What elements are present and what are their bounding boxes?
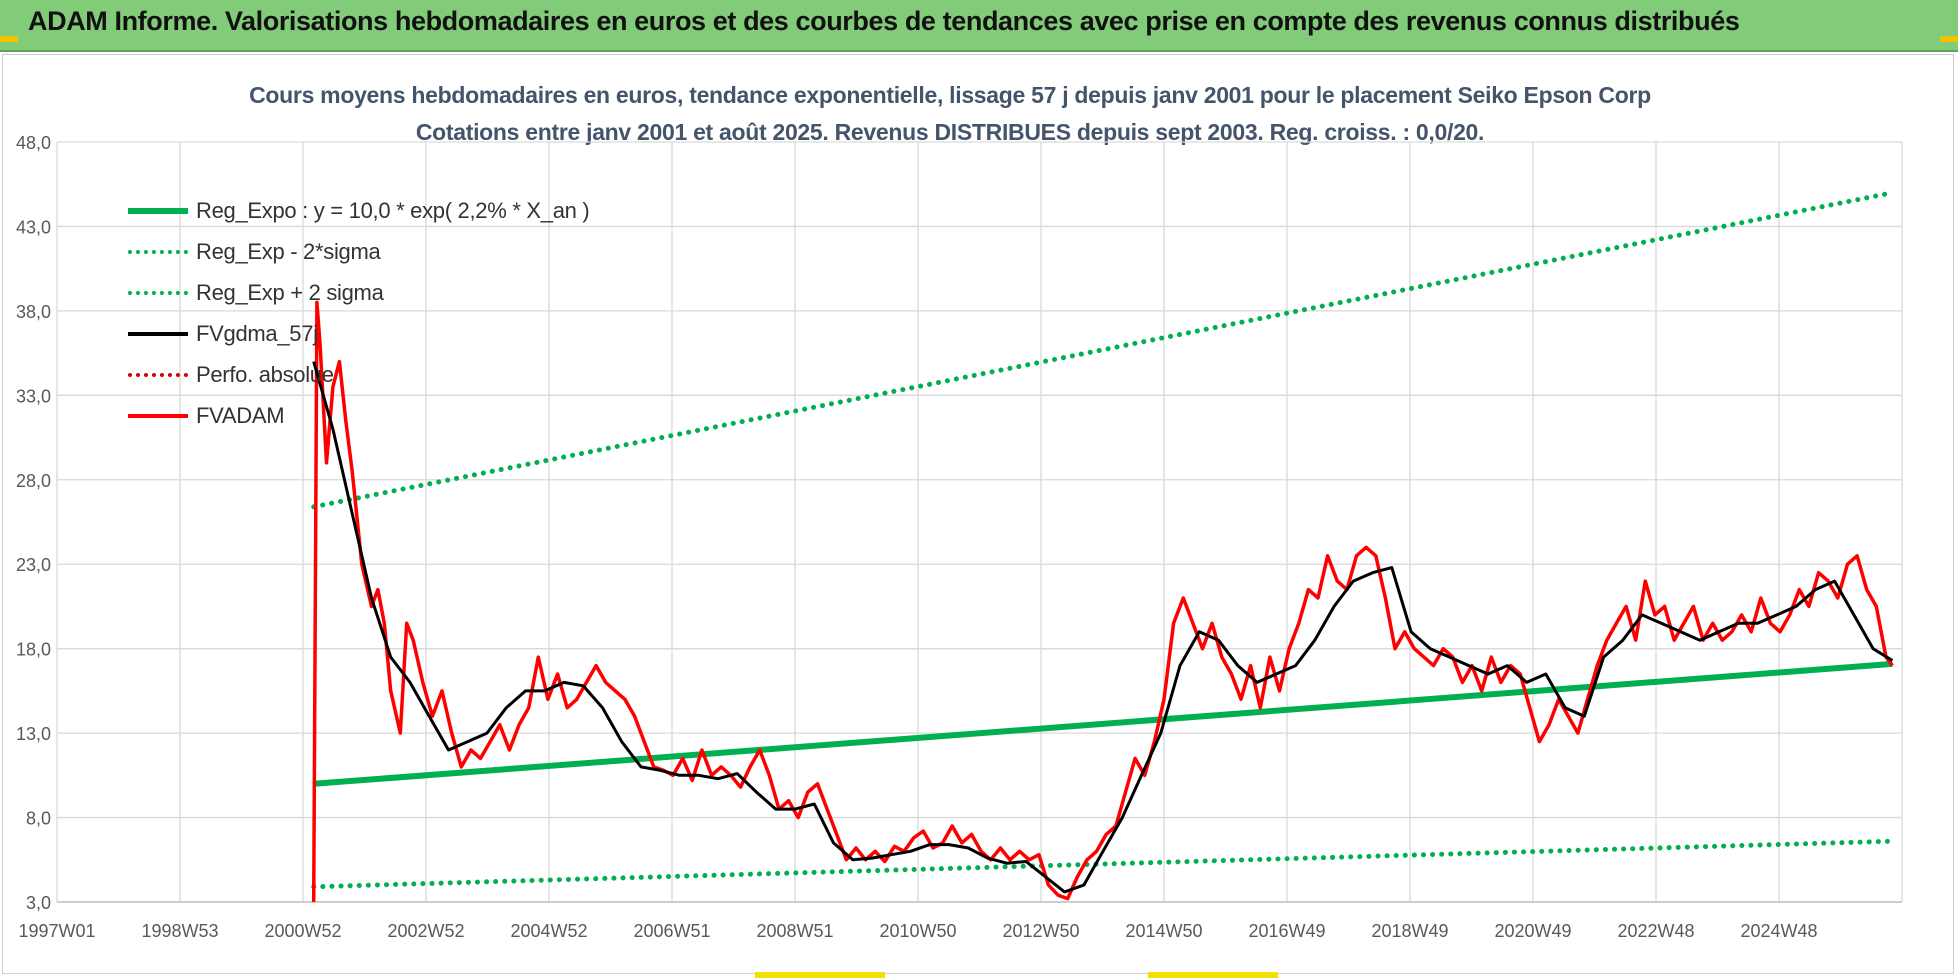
x-tick-label: 1997W01 bbox=[18, 921, 95, 941]
legend-label: Reg_Expo : y = 10,0 * exp( 2,2% * X_an ) bbox=[196, 197, 590, 223]
y-tick-label: 38,0 bbox=[16, 302, 51, 322]
y-tick-label: 43,0 bbox=[16, 217, 51, 237]
y-tick-label: 23,0 bbox=[16, 555, 51, 575]
x-tick-label: 2008W51 bbox=[756, 921, 833, 941]
legend-item: Reg_Exp + 2 sigma bbox=[128, 272, 589, 313]
legend-label: FVgdma_57j bbox=[196, 320, 318, 346]
legend-swatch bbox=[128, 372, 188, 377]
x-tick-label: 2000W52 bbox=[264, 921, 341, 941]
x-tick-label: 2004W52 bbox=[510, 921, 587, 941]
legend-item: FVgdma_57j bbox=[128, 313, 589, 354]
bottom-mark-1 bbox=[755, 972, 885, 978]
chart-title-line-1: Cours moyens hebdomadaires en euros, ten… bbox=[249, 82, 1651, 108]
y-tick-label: 48,0 bbox=[16, 133, 51, 153]
x-tick-label: 2016W49 bbox=[1248, 921, 1325, 941]
x-tick-label: 2002W52 bbox=[387, 921, 464, 941]
chart-title-line-2: Cotations entre janv 2001 et août 2025. … bbox=[415, 119, 1485, 145]
series-line-0 bbox=[313, 660, 1893, 787]
corner-mark-left bbox=[0, 36, 18, 42]
y-tick-label: 13,0 bbox=[16, 724, 51, 744]
chart-legend: Reg_Expo : y = 10,0 * exp( 2,2% * X_an )… bbox=[128, 190, 590, 436]
legend-swatch bbox=[128, 413, 188, 418]
report-title: ADAM Informe. Valorisations hebdomadaire… bbox=[28, 6, 1740, 36]
x-tick-label: 2020W49 bbox=[1494, 921, 1571, 941]
bottom-mark-2 bbox=[1148, 972, 1278, 978]
x-tick-label: 2012W50 bbox=[1002, 921, 1079, 941]
x-tick-label: 2022W48 bbox=[1617, 921, 1694, 941]
legend-label: FVADAM bbox=[196, 402, 285, 428]
x-tick-label: 2024W48 bbox=[1740, 921, 1817, 941]
legend-item: FVADAM bbox=[128, 395, 589, 436]
series-line-1 bbox=[311, 838, 1895, 890]
x-tick-label: 2006W51 bbox=[633, 921, 710, 941]
x-tick-label: 2014W50 bbox=[1125, 921, 1202, 941]
legend-swatch bbox=[128, 207, 188, 214]
legend-swatch bbox=[128, 290, 188, 295]
series-line-5 bbox=[311, 300, 1894, 903]
legend-label: Reg_Exp + 2 sigma bbox=[196, 279, 384, 305]
y-tick-label: 3,0 bbox=[26, 893, 51, 913]
y-tick-label: 18,0 bbox=[16, 640, 51, 660]
y-tick-label: 8,0 bbox=[26, 809, 51, 829]
legend-label: Reg_Exp - 2*sigma bbox=[196, 238, 381, 264]
x-tick-label: 2018W49 bbox=[1371, 921, 1448, 941]
report-banner: ADAM Informe. Valorisations hebdomadaire… bbox=[0, 0, 1958, 52]
x-tick-label: 1998W53 bbox=[141, 921, 218, 941]
chart-frame bbox=[2, 54, 1954, 974]
legend-swatch bbox=[128, 249, 188, 254]
legend-item: Reg_Expo : y = 10,0 * exp( 2,2% * X_an ) bbox=[128, 190, 590, 231]
y-tick-label: 33,0 bbox=[16, 386, 51, 406]
legend-item: Reg_Exp - 2*sigma bbox=[128, 231, 589, 272]
legend-item: Perfo. absolue bbox=[128, 354, 589, 395]
series-line-3 bbox=[312, 361, 1894, 894]
corner-mark-right bbox=[1940, 36, 1958, 42]
legend-swatch bbox=[128, 331, 188, 336]
x-tick-label: 2010W50 bbox=[879, 921, 956, 941]
y-tick-label: 28,0 bbox=[16, 471, 51, 491]
legend-label: Perfo. absolue bbox=[196, 361, 334, 387]
